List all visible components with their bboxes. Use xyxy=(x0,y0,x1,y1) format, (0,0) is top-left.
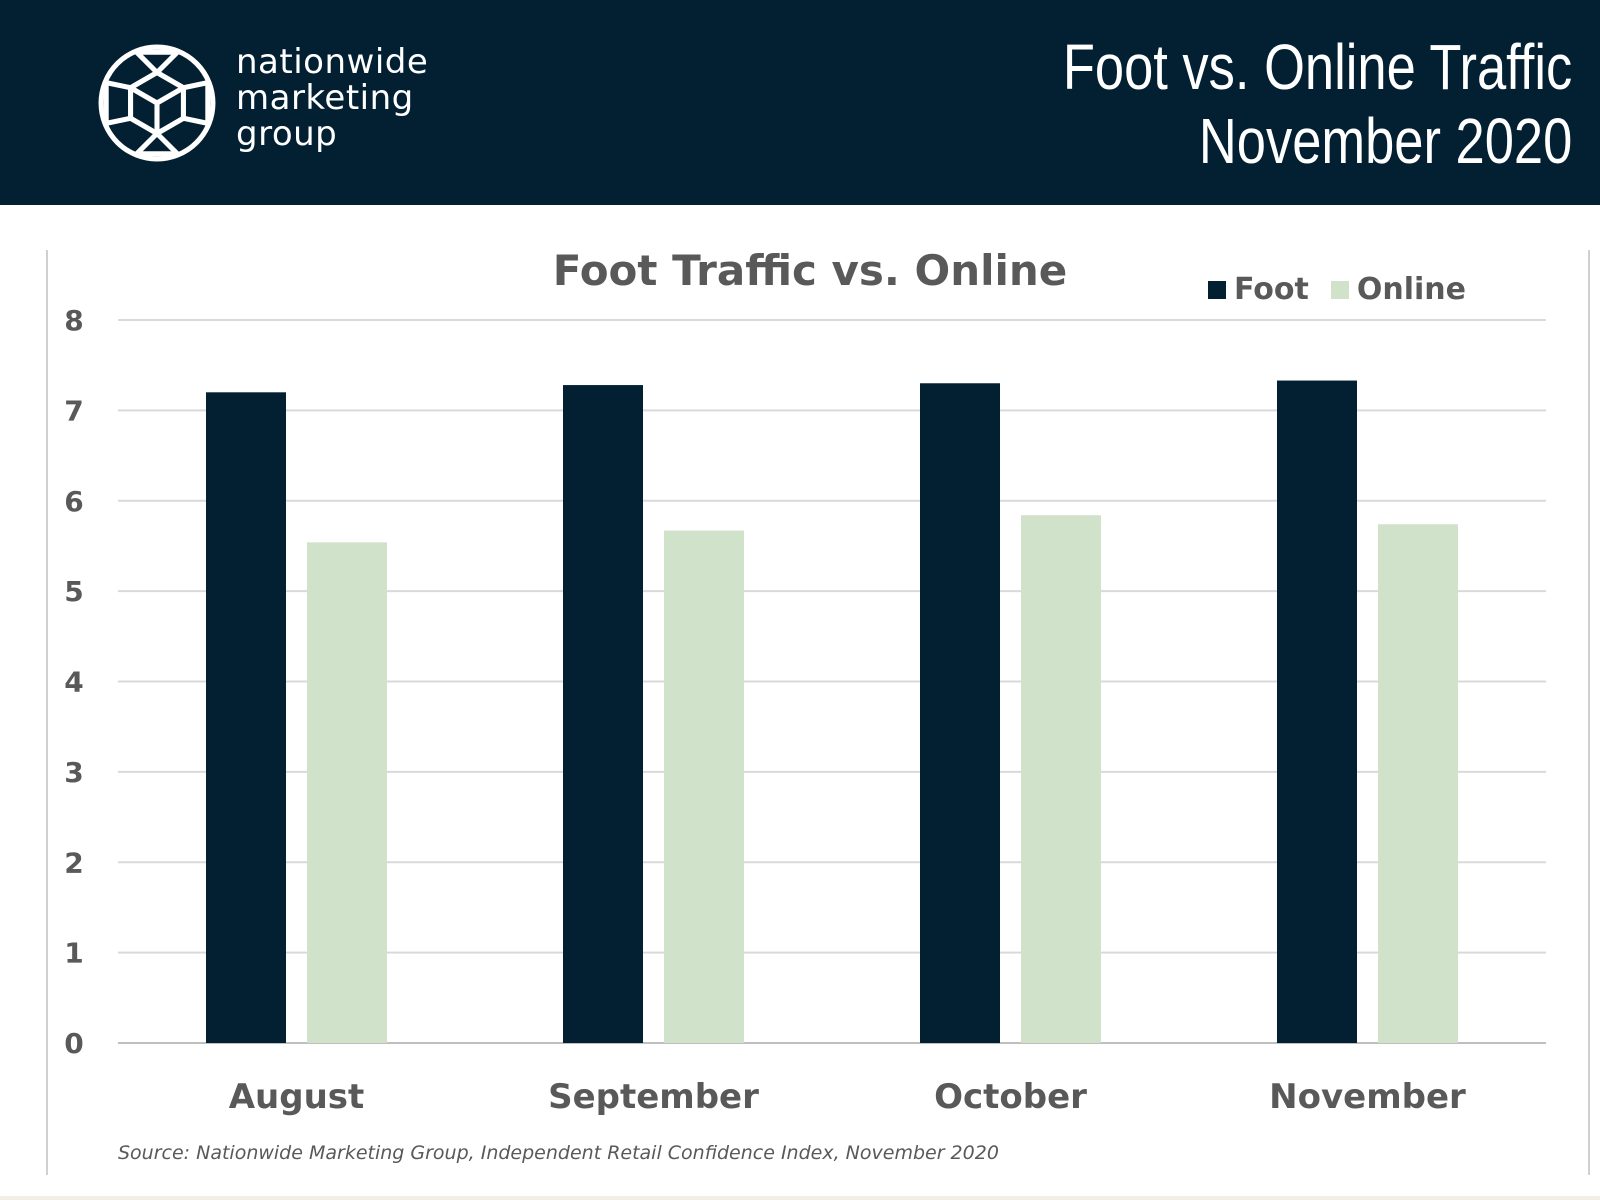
y-tick-label: 5 xyxy=(64,575,83,608)
bottom-strip xyxy=(0,1196,1600,1200)
page-title-line-2: November 2020 xyxy=(1198,105,1572,177)
legend-swatch-online xyxy=(1330,280,1349,299)
bar-online xyxy=(1378,524,1458,1043)
y-tick-label: 3 xyxy=(64,756,83,789)
bar-foot xyxy=(920,383,1000,1043)
chart-legend: Foot Online xyxy=(1208,272,1488,307)
source-note: Source: Nationwide Marketing Group, Inde… xyxy=(118,1142,999,1164)
x-tick-label: September xyxy=(548,1077,759,1117)
legend-label-online: Online xyxy=(1356,272,1466,307)
chart-frame xyxy=(46,250,1590,1175)
brand-line-3: group xyxy=(236,114,338,154)
bar-online xyxy=(1021,515,1101,1043)
brand-name: nationwide marketing group xyxy=(236,44,428,152)
y-tick-label: 8 xyxy=(64,304,83,337)
geodesic-cube-logo-icon xyxy=(98,44,216,162)
x-tick-label: November xyxy=(1269,1077,1466,1117)
bar-foot xyxy=(206,392,286,1043)
header-banner: nationwide marketing group Foot vs. Onli… xyxy=(0,0,1600,205)
y-tick-label: 0 xyxy=(64,1027,83,1060)
legend-item-foot: Foot xyxy=(1208,272,1309,307)
x-tick-label: October xyxy=(934,1077,1087,1117)
x-tick-label: August xyxy=(229,1077,365,1117)
legend-item-online: Online xyxy=(1330,272,1466,307)
bar-online xyxy=(307,542,387,1043)
brand-line-1: nationwide xyxy=(236,42,429,82)
y-tick-label: 4 xyxy=(64,666,83,699)
page-title-line-1: Foot vs. Online Traffic xyxy=(1062,31,1572,103)
legend-label-foot: Foot xyxy=(1234,272,1309,307)
y-tick-label: 2 xyxy=(64,846,83,879)
bar-online xyxy=(664,530,744,1043)
y-tick-label: 6 xyxy=(64,485,83,518)
brand-line-2: marketing xyxy=(236,78,414,118)
chart-title: Foot Traffic vs. Online xyxy=(552,246,1068,295)
legend-swatch-foot xyxy=(1208,280,1226,299)
y-tick-label: 1 xyxy=(64,937,83,970)
bar-foot xyxy=(1277,380,1357,1043)
bar-foot xyxy=(563,385,643,1043)
page-title: Foot vs. Online Traffic November 2020 xyxy=(1063,30,1572,178)
y-tick-label: 7 xyxy=(64,394,83,427)
